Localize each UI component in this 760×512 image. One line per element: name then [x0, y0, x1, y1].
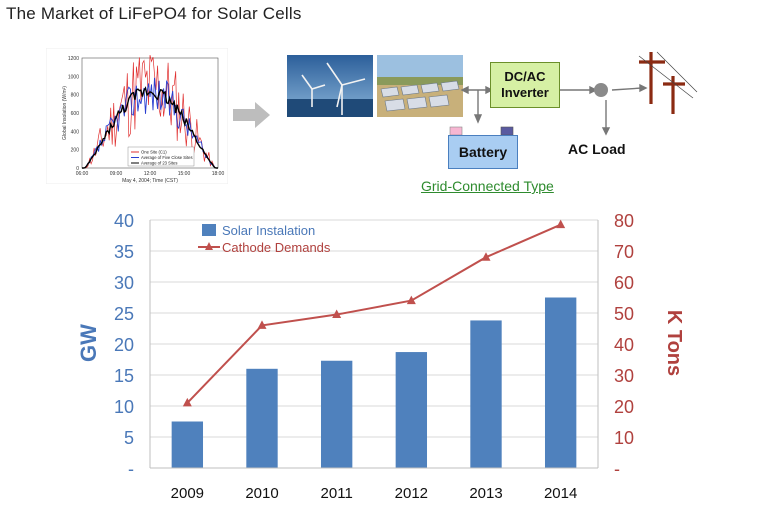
y-tick-left: 5: [124, 428, 134, 448]
main-chart: - 5 10 15 20 25 30 35 40 - 10 20 30 40 50 60 70 80 2009 201…: [76, 211, 685, 502]
grid-connected-type-label: Grid-Connected Type: [421, 178, 554, 194]
legend-label-bar: Solar Instalation: [222, 223, 315, 238]
x-tick-label: 2014: [544, 485, 577, 502]
inset-legend-label: Average of 23 Sites: [141, 161, 177, 166]
line-path: [186, 223, 562, 404]
y-tick-left: 20: [114, 335, 134, 355]
inset-y-tick: 600: [71, 111, 80, 117]
page-title: The Market of LiFePO4 for Solar Cells: [6, 4, 302, 23]
bar: [246, 368, 278, 468]
inset-legend-label: Average of Five Close Sites: [141, 155, 193, 160]
legend-label-line: Cathode Demands: [222, 240, 331, 255]
battery-box: Battery: [448, 135, 518, 169]
y-tick-right: 40: [614, 335, 634, 355]
utility-pole-icon: [638, 51, 698, 114]
axes: - 5 10 15 20 25 30 35 40 - 10 20 30 40 50 60 70 80 2009 201…: [114, 211, 634, 502]
inset-x-tick: 12:00: [144, 171, 157, 177]
line-point: [556, 219, 566, 229]
line-point: [182, 397, 192, 407]
y-axis-label-left: GW: [76, 324, 101, 362]
inset-legend-label: One Site (C1): [141, 150, 167, 155]
inset-y-tick: 1200: [68, 56, 79, 62]
inset-x-tick: 09:00: [110, 171, 123, 177]
y-tick-right: -: [614, 459, 620, 479]
right-arrow-icon: [233, 102, 270, 128]
diagram-connectors: [460, 83, 648, 136]
y-tick-left: 25: [114, 304, 134, 324]
y-tick-right: 20: [614, 397, 634, 417]
inset-y-tick: 800: [71, 93, 80, 99]
line-point: [406, 295, 416, 305]
inset-y-tick: 200: [71, 148, 80, 154]
bar: [470, 320, 502, 468]
line-series: [182, 219, 566, 407]
y-tick-right: 50: [614, 304, 634, 324]
bar: [395, 352, 428, 468]
x-tick-label: 2012: [395, 485, 428, 502]
legend-marker-line: [205, 242, 213, 250]
inset-y-tick: 0: [76, 166, 79, 172]
y-tick-right: 60: [614, 273, 634, 293]
bar-series: [171, 297, 577, 468]
x-tick-label: 2013: [469, 485, 502, 502]
line-point: [257, 320, 267, 329]
bar: [544, 297, 577, 468]
x-tick-label: 2009: [171, 485, 204, 502]
gridlines: [150, 219, 598, 469]
inset-x-tick: 15:00: [178, 171, 191, 177]
legend-swatch-bar: [202, 224, 216, 236]
y-tick-left: 10: [114, 397, 134, 417]
inset-y-tick: 400: [71, 129, 80, 135]
y-tick-right: 30: [614, 366, 634, 386]
bar: [320, 360, 353, 468]
inset-x-tick: 06:00: [76, 171, 89, 177]
y-axis-label-right: K Tons: [663, 310, 685, 376]
insolation-inset-chart: 0 200 400 600 800 1000 1200 06:00 09:00 12:00 15:0…: [46, 48, 228, 184]
y-tick-left: 40: [114, 211, 134, 231]
y-tick-right: 10: [614, 428, 634, 448]
line-point: [481, 252, 491, 261]
x-tick-label: 2010: [245, 485, 278, 502]
y-tick-right: 80: [614, 211, 634, 231]
y-tick-left: 15: [114, 366, 134, 386]
inset-x-tick: 18:00: [212, 171, 225, 177]
wind-turbine-photo: [287, 55, 373, 117]
y-tick-right: 70: [614, 242, 634, 262]
inset-x-label: May 4, 2004; Time (CST): [122, 178, 178, 184]
x-tick-label: 2011: [321, 485, 353, 502]
bar: [171, 421, 204, 468]
inset-y-tick: 1000: [68, 74, 79, 80]
ac-load-label: AC Load: [568, 141, 626, 157]
y-tick-left: -: [128, 459, 134, 479]
legend: Solar Instalation Cathode Demands: [198, 223, 331, 255]
y-tick-left: 35: [114, 242, 134, 262]
solar-panel-photo: [377, 55, 463, 117]
y-tick-left: 30: [114, 273, 134, 293]
inset-y-label: Global Insolation (W/m²): [62, 86, 68, 140]
inset-series-23-sites: [82, 86, 218, 169]
inset-legend-box: [127, 146, 195, 167]
line-point: [332, 309, 342, 319]
dc-ac-inverter-box: DC/AC Inverter: [490, 62, 560, 108]
